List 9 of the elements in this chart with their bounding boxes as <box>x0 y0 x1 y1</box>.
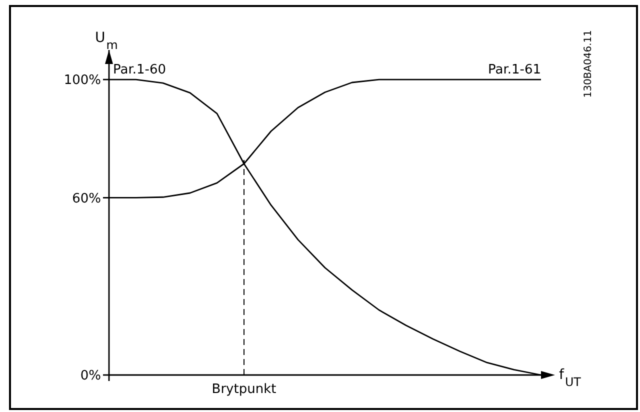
x-axis-title: f$_{UT}$ <box>559 367 582 389</box>
y-tick-label: 0% <box>80 368 101 384</box>
text: 130BA046.11 <box>583 30 594 98</box>
y-tick-label: 60% <box>72 191 101 206</box>
x-tick-label: Brytpunkt <box>212 382 276 397</box>
series-label: Par.1-61 <box>488 62 541 78</box>
legend-label: Par.1-60 <box>113 62 166 78</box>
y-axis-title: U$_{m}$ <box>95 30 118 52</box>
y-tick-label: 100% <box>64 73 101 88</box>
